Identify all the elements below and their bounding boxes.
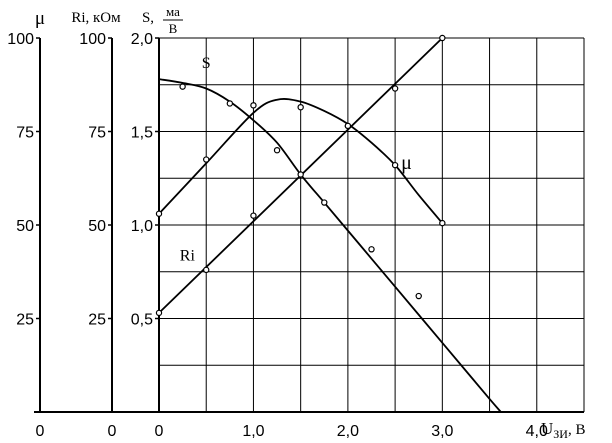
y-tick-label-s: 2,0 — [131, 31, 153, 48]
data-point-mu — [203, 156, 210, 163]
y-tick-label-s: 1,0 — [131, 218, 153, 235]
data-point-ri — [203, 266, 210, 274]
y-tick-label-ri: 25 — [88, 312, 106, 329]
y-tick-label-mu: 25 — [16, 312, 34, 329]
data-point-s — [415, 292, 422, 300]
curve-label: Ri — [180, 248, 196, 265]
y-axis-title-ri: Ri, кОм — [71, 10, 121, 26]
data-point-mu — [155, 210, 163, 217]
data-point-s — [273, 146, 281, 154]
data-point-ri — [391, 85, 399, 92]
y-axis-title-s-numerator: ма — [166, 4, 180, 19]
data-point-ri — [344, 122, 352, 130]
data-point-s — [226, 100, 234, 107]
data-point-mu — [391, 161, 399, 169]
curve-labels: Sμ Ri — [180, 55, 412, 265]
data-point-mu — [297, 103, 304, 111]
data-points — [155, 34, 446, 317]
data-point-mu — [439, 219, 446, 227]
x-tick-label: 1,0 — [242, 423, 264, 440]
data-point-s — [321, 199, 328, 206]
y-tick-label-ri: 100 — [79, 31, 106, 48]
data-point-mu — [250, 102, 257, 109]
y-zero-label-s: 0 — [155, 423, 164, 440]
curve-label: μ — [401, 152, 412, 174]
data-point-s — [368, 246, 375, 253]
y-tick-label-ri: 75 — [88, 125, 106, 142]
grid — [159, 37, 585, 412]
y-tick-label-mu: 50 — [16, 218, 34, 235]
y-tick-label-s: 0,5 — [131, 312, 153, 329]
curve-label: S — [202, 55, 211, 72]
data-point-ri — [250, 212, 257, 219]
y-tick-label-ri: 50 — [88, 218, 106, 235]
y-zero-label-ri: 0 — [108, 423, 117, 440]
data-point-ri — [297, 171, 304, 178]
data-point-ri — [439, 34, 446, 42]
y-tick-label-mu: 100 — [7, 31, 34, 48]
x-tick-label: 2,0 — [337, 423, 359, 440]
y-axis-title-mu: μ — [35, 8, 45, 29]
tick-labels: 25 50 75 100 0 25 50 75 100 0 0,5 1,0 1,5 2,0 0 1,0 2,0 3… — [7, 31, 548, 440]
x-tick-label: 4,0 — [526, 423, 548, 440]
y-tick-label-mu: 75 — [16, 125, 34, 142]
y-axis-title-s: S, — [142, 10, 154, 26]
series-line-s — [158, 78, 502, 413]
data-point-s — [179, 83, 186, 90]
axes — [34, 37, 584, 413]
x-tick-label: 3,0 — [431, 423, 453, 440]
axis-titles: μ Ri, кОм S, ма В UЗИ, В — [35, 4, 586, 441]
x-axis-title: UЗИ, В — [541, 419, 585, 441]
data-point-ri — [155, 309, 163, 317]
series-line-mu — [158, 98, 444, 224]
y-zero-label-mu: 0 — [36, 423, 45, 440]
y-tick-label-s: 1,5 — [131, 125, 153, 142]
y-axis-title-s-denominator: В — [169, 21, 178, 36]
